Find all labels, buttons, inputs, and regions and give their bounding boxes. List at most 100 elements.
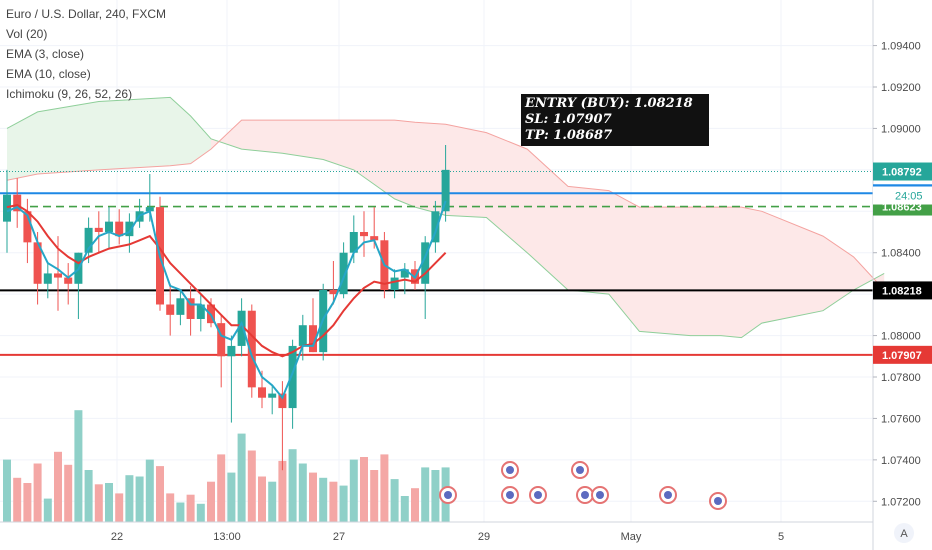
candle-body[interactable] (43, 273, 52, 284)
price-tick-label: 1.08000 (881, 331, 921, 343)
volume-bar (196, 503, 205, 522)
candle-body[interactable] (176, 298, 185, 315)
candle-body[interactable] (105, 221, 113, 232)
volume-bar (349, 459, 358, 522)
candle-body[interactable] (431, 211, 440, 243)
volume-bar (166, 493, 175, 522)
volume-bar (125, 475, 134, 522)
candle-body[interactable] (196, 304, 205, 320)
candle-body[interactable] (237, 310, 246, 346)
volume-bar (360, 457, 368, 522)
candle-body[interactable] (115, 221, 124, 237)
volume-bar (115, 493, 124, 522)
volume-bar (43, 498, 52, 522)
ichimoku-cloud-bull (7, 97, 211, 181)
candle-body[interactable] (166, 304, 175, 315)
ichimoku-cloud-bear (211, 120, 885, 338)
candle-body[interactable] (298, 325, 307, 346)
candle-body[interactable] (390, 277, 399, 290)
time-tick-label: 27 (333, 531, 345, 543)
price-tick-label: 1.07200 (881, 496, 921, 508)
event-marker-dot-icon (506, 466, 514, 474)
volume-bar (105, 483, 113, 522)
event-marker-dot-icon (576, 466, 584, 474)
volume-bar (370, 470, 379, 522)
candle-body[interactable] (370, 236, 379, 241)
volume-bar (145, 459, 154, 522)
candle-body[interactable] (94, 227, 103, 232)
candle-body[interactable] (258, 387, 266, 398)
volume-bar (431, 470, 440, 522)
legend-vol[interactable]: Vol (20) (6, 27, 48, 41)
event-marker-dot-icon (596, 491, 604, 499)
volume-bar (207, 481, 215, 522)
price-label-text-ema: 1.08623 (882, 202, 922, 214)
candle-body[interactable] (360, 232, 368, 237)
volume-bar (13, 477, 22, 522)
candle-body[interactable] (33, 242, 42, 284)
price-tick-label: 1.07800 (881, 372, 921, 384)
candle-body[interactable] (54, 273, 62, 278)
volume-bar (84, 470, 93, 522)
candle-body[interactable] (217, 323, 226, 357)
time-tick-label: May (621, 531, 642, 543)
time-tick-label: 22 (111, 531, 123, 543)
candle-body[interactable] (400, 269, 409, 278)
candle-body[interactable] (64, 277, 73, 284)
volume-bar (268, 481, 277, 522)
volume-bar (176, 502, 185, 522)
legend-ema-slow[interactable]: EMA (10, close) (6, 67, 91, 81)
volume-bar (258, 476, 266, 522)
event-marker-dot-icon (581, 491, 589, 499)
symbol-title[interactable]: Euro / U.S. Dollar, 240, FXCM (6, 7, 167, 21)
price-label-entry (873, 281, 932, 300)
volume-bar (3, 459, 11, 522)
volume-bar (298, 463, 307, 522)
candle-body[interactable] (329, 290, 338, 295)
price-tick-label: 1.09400 (881, 41, 921, 53)
candle-body[interactable] (268, 393, 277, 398)
candle-body[interactable] (125, 221, 134, 237)
volume-bar (288, 449, 297, 522)
countdown-text: 24:05 (895, 191, 923, 203)
candle-body[interactable] (441, 169, 450, 212)
price-label-text-sl: 1.07907 (882, 350, 922, 362)
price-label-last (873, 162, 932, 181)
candle-body[interactable] (247, 310, 256, 388)
legend-ichimoku[interactable]: Ichimoku (9, 26, 52, 26) (6, 87, 133, 101)
event-marker-dot-icon (534, 491, 542, 499)
volume-bar (309, 472, 317, 522)
candle-body[interactable] (339, 252, 348, 295)
volume-bar (329, 481, 338, 522)
candle-body[interactable] (13, 194, 22, 212)
candle-body[interactable] (84, 227, 93, 253)
price-label-sl (873, 345, 932, 364)
volume-bar (339, 485, 348, 522)
price-tick-label: 1.09000 (881, 123, 921, 135)
price-label-text-last: 1.08792 (882, 167, 922, 179)
candle-body[interactable] (145, 207, 154, 212)
candle-body[interactable] (3, 194, 11, 222)
time-tick-label: 13:00 (213, 531, 241, 543)
chart-legend: Euro / U.S. Dollar, 240, FXCM Vol (20) E… (6, 4, 166, 104)
legend-ema-fast[interactable]: EMA (3, close) (6, 47, 85, 61)
candle-body[interactable] (288, 345, 297, 409)
trade-annotation[interactable]: ENTRY (BUY): 1.08218 SL: 1.07907 TP: 1.0… (521, 94, 709, 146)
price-tick-label: 1.07600 (881, 413, 921, 425)
candle-body[interactable] (23, 211, 32, 243)
price-tick-label: 1.08400 (881, 248, 921, 260)
candle-body[interactable] (227, 345, 236, 357)
candle-body[interactable] (309, 325, 317, 353)
volume-bar (237, 433, 246, 522)
candle-body[interactable] (278, 393, 287, 409)
sl-text: SL: 1.07907 (525, 112, 612, 127)
ema-fast-line (6, 200, 447, 400)
candle-body[interactable] (349, 232, 358, 253)
volume-bar (380, 454, 389, 522)
volume-bar (400, 496, 409, 522)
candle-body[interactable] (421, 242, 430, 284)
auto-scale-button[interactable] (894, 523, 914, 543)
candle-body[interactable] (186, 298, 195, 319)
volume-bar (54, 451, 62, 522)
